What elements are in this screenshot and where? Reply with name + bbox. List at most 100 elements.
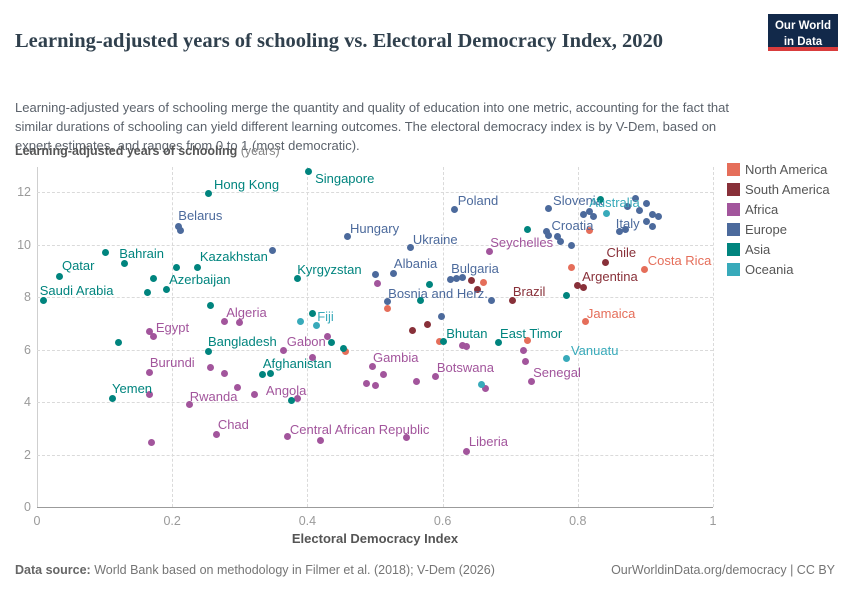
data-point-algeria[interactable] xyxy=(220,318,228,326)
data-point-liberia[interactable] xyxy=(463,447,471,455)
data-point[interactable] xyxy=(589,213,597,221)
data-point[interactable] xyxy=(655,212,663,220)
data-point[interactable] xyxy=(649,223,657,231)
data-point[interactable] xyxy=(557,237,565,245)
data-point[interactable] xyxy=(233,383,241,391)
data-point[interactable] xyxy=(150,332,158,340)
data-point-belarus[interactable] xyxy=(174,222,182,230)
data-point-australia[interactable] xyxy=(602,209,610,217)
data-point-singapore[interactable] xyxy=(304,167,312,175)
data-point[interactable] xyxy=(579,283,587,291)
data-point-costa-rica[interactable] xyxy=(641,266,649,274)
data-point-central-african-republic[interactable] xyxy=(317,436,325,444)
data-point-bulgaria[interactable] xyxy=(452,274,460,282)
data-point[interactable] xyxy=(409,326,417,334)
data-point-jamaica[interactable] xyxy=(582,318,590,326)
data-point[interactable] xyxy=(235,319,243,327)
data-point[interactable] xyxy=(412,377,420,385)
data-point[interactable] xyxy=(324,333,332,341)
data-point[interactable] xyxy=(287,397,295,405)
data-point[interactable] xyxy=(438,313,446,321)
data-point-qatar[interactable] xyxy=(56,272,64,280)
data-point[interactable] xyxy=(623,203,631,211)
data-point-bosnia-and-herz-[interactable] xyxy=(383,298,391,306)
data-point[interactable] xyxy=(143,288,151,296)
data-point-slovenia[interactable] xyxy=(544,204,552,212)
data-point[interactable] xyxy=(101,249,109,257)
data-point[interactable] xyxy=(479,278,487,286)
data-point-kyrgyzstan[interactable] xyxy=(293,274,301,282)
data-point[interactable] xyxy=(284,433,292,441)
legend-item-south-america[interactable]: South America xyxy=(727,182,830,197)
data-point-gabon[interactable] xyxy=(280,346,288,354)
legend-item-north-america[interactable]: North America xyxy=(727,162,830,177)
data-point-gambia[interactable] xyxy=(369,362,377,370)
data-point[interactable] xyxy=(631,194,639,202)
data-point-seychelles[interactable] xyxy=(485,247,493,255)
data-point[interactable] xyxy=(297,318,305,326)
data-point-kazakhstan[interactable] xyxy=(194,263,202,271)
data-point[interactable] xyxy=(458,273,466,281)
data-point[interactable] xyxy=(596,195,604,203)
data-point[interactable] xyxy=(563,292,571,300)
data-point-hungary[interactable] xyxy=(344,233,352,241)
data-point-chile[interactable] xyxy=(602,259,610,267)
data-point-argentina[interactable] xyxy=(573,282,581,290)
data-point-bangladesh[interactable] xyxy=(204,347,212,355)
data-point-hong-kong[interactable] xyxy=(204,189,212,197)
data-point[interactable] xyxy=(258,371,266,379)
data-point[interactable] xyxy=(488,297,496,305)
data-point[interactable] xyxy=(523,225,531,233)
data-point[interactable] xyxy=(477,381,485,389)
data-point-bhutan[interactable] xyxy=(439,338,447,346)
data-point[interactable] xyxy=(585,226,593,234)
data-point[interactable] xyxy=(177,227,185,235)
data-point-rwanda[interactable] xyxy=(186,401,194,409)
data-point-burundi[interactable] xyxy=(146,368,154,376)
data-point[interactable] xyxy=(251,390,259,398)
data-point[interactable] xyxy=(309,309,317,317)
data-point[interactable] xyxy=(402,434,410,442)
owid-link[interactable]: OurWorldinData.org/democracy | CC BY xyxy=(611,563,835,577)
data-point-albania[interactable] xyxy=(390,269,398,277)
data-point[interactable] xyxy=(206,364,214,372)
data-point[interactable] xyxy=(473,285,481,293)
data-point[interactable] xyxy=(145,390,153,398)
data-point[interactable] xyxy=(435,338,443,346)
data-point[interactable] xyxy=(432,372,440,380)
data-point-afghanistan[interactable] xyxy=(267,369,275,377)
data-point[interactable] xyxy=(585,208,593,216)
data-point[interactable] xyxy=(424,320,432,328)
data-point[interactable] xyxy=(362,379,370,387)
data-point[interactable] xyxy=(468,277,476,285)
data-point[interactable] xyxy=(149,274,157,282)
data-point-ukraine[interactable] xyxy=(407,244,415,252)
data-point[interactable] xyxy=(268,246,276,254)
data-point[interactable] xyxy=(642,199,650,207)
data-point-poland[interactable] xyxy=(451,205,459,213)
data-point-senegal[interactable] xyxy=(527,377,535,385)
data-point[interactable] xyxy=(371,382,379,390)
data-point-italy[interactable] xyxy=(622,225,630,233)
data-point[interactable] xyxy=(372,271,380,279)
data-point[interactable] xyxy=(462,342,470,350)
data-point[interactable] xyxy=(221,369,229,377)
data-point[interactable] xyxy=(340,345,348,353)
data-point-bahrain[interactable] xyxy=(120,260,128,268)
data-point[interactable] xyxy=(416,297,424,305)
data-point[interactable] xyxy=(579,210,587,218)
data-point[interactable] xyxy=(648,210,656,218)
legend-item-asia[interactable]: Asia xyxy=(727,242,830,257)
data-point[interactable] xyxy=(446,275,454,283)
data-point[interactable] xyxy=(308,353,316,361)
legend-item-europe[interactable]: Europe xyxy=(727,222,830,237)
data-point[interactable] xyxy=(519,346,527,354)
legend-item-oceania[interactable]: Oceania xyxy=(727,262,830,277)
data-point-egypt[interactable] xyxy=(146,327,154,335)
data-point-fiji[interactable] xyxy=(312,321,320,329)
data-point[interactable] xyxy=(642,218,650,226)
data-point[interactable] xyxy=(328,339,336,347)
data-point-east-timor[interactable] xyxy=(494,339,502,347)
data-point[interactable] xyxy=(115,339,123,347)
data-point-yemen[interactable] xyxy=(108,394,116,402)
